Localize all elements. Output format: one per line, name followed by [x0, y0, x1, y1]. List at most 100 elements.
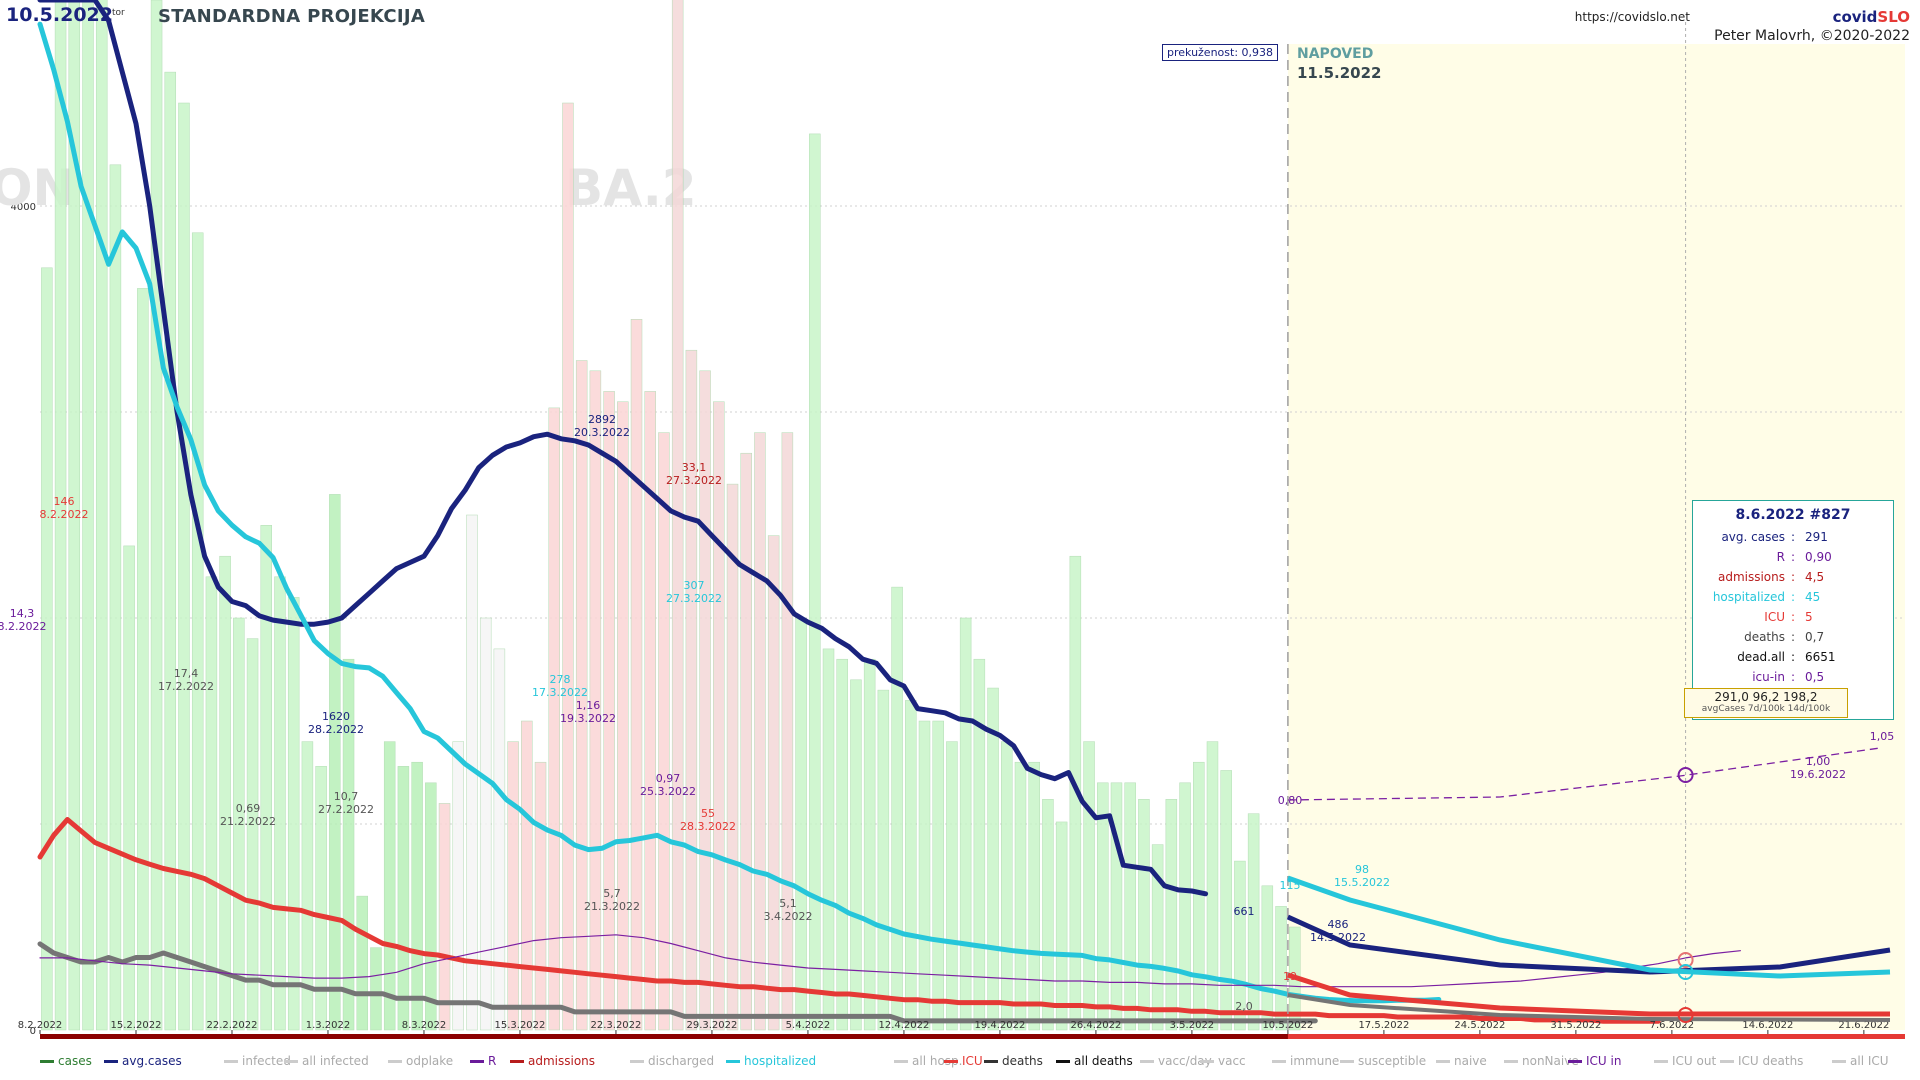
annotation-label: 55	[701, 807, 715, 820]
legend-item[interactable]: all infected	[284, 1054, 369, 1068]
cases-bar	[1179, 782, 1191, 1031]
legend-swatch	[1568, 1060, 1582, 1063]
legend-item[interactable]: admissions	[510, 1054, 595, 1068]
date-tape-forecast	[1287, 1034, 1905, 1039]
annotation-label: 307	[684, 579, 705, 592]
annotation-date: 17.2.2022	[158, 680, 214, 693]
legend-item[interactable]: all hosp.	[894, 1054, 962, 1068]
cases-bar	[918, 720, 931, 1031]
legend-label: susceptible	[1358, 1054, 1427, 1068]
annotation-date: 27.3.2022	[666, 592, 722, 605]
cases-bar	[397, 766, 410, 1031]
legend-label: ICU	[962, 1054, 983, 1068]
cases-bar	[1193, 761, 1205, 1031]
cases-bar	[1124, 782, 1136, 1031]
x-tick-label: 12.4.2022	[878, 1020, 929, 1031]
cases-bar	[589, 370, 602, 1031]
cases-bar	[123, 545, 135, 1031]
x-tick-label: 17.5.2022	[1358, 1020, 1409, 1031]
hospitalized-forecast-line	[1287, 875, 1891, 979]
annotation-label: 0,69	[236, 802, 261, 815]
series-line-alldeaths	[37, 941, 1318, 1024]
info-row-value: 0,90	[1805, 550, 1832, 564]
annotation-label: 486	[1328, 918, 1349, 931]
info-row-key: icu-in	[1752, 670, 1785, 684]
legend-item[interactable]: ICU out	[1654, 1054, 1716, 1068]
legend-label: cases	[58, 1054, 92, 1068]
cases-bar	[425, 782, 437, 1031]
cases-bar	[342, 658, 355, 1031]
legend-swatch	[470, 1060, 484, 1063]
legend-item[interactable]: nonNaive	[1504, 1054, 1579, 1068]
series-line-hospitalized	[37, 21, 1442, 1004]
legend-item[interactable]: hospitalized	[726, 1054, 816, 1068]
legend-item[interactable]: ICU in	[1568, 1054, 1621, 1068]
legend-item[interactable]: all ICU	[1832, 1054, 1889, 1068]
info-box-rows: avg. cases:291 R:0,90 admissions:4,5 hospit…	[1693, 527, 1893, 687]
annotation-date: 19.6.2022	[1790, 768, 1846, 781]
cases-bar	[1110, 782, 1123, 1031]
x-tick-label: 7.6.2022	[1650, 1020, 1695, 1031]
info-row-value: 45	[1805, 590, 1821, 604]
date-tape	[40, 1034, 1905, 1039]
cases-bar	[1001, 741, 1013, 1031]
cases-bar	[1083, 741, 1095, 1031]
info-row: dead.all:6651	[1693, 647, 1893, 667]
info-row-key: dead.all	[1737, 650, 1785, 664]
legend-swatch	[284, 1060, 298, 1063]
info-row-key: hospitalized	[1712, 590, 1785, 604]
source-link[interactable]: https://covidslo.net	[1574, 10, 1690, 24]
x-tick-label: 14.6.2022	[1742, 1020, 1793, 1031]
x-tick-label: 3.5.2022	[1170, 1020, 1215, 1031]
annotation-label: 0,97	[656, 772, 681, 785]
legend-item[interactable]: vacc	[1200, 1054, 1246, 1068]
legend-item[interactable]: naive	[1436, 1054, 1487, 1068]
legend-swatch	[894, 1060, 908, 1063]
cases-bar	[274, 576, 286, 1031]
legend-item[interactable]: ICU	[944, 1054, 983, 1068]
cases-bar	[41, 267, 53, 1031]
cases-bar	[205, 576, 218, 1031]
cases-bar	[685, 349, 698, 1031]
annotation-label: 5,1	[779, 897, 797, 910]
info-row-colon: :	[1791, 650, 1796, 664]
legend-item[interactable]: R	[470, 1054, 496, 1068]
author-credit: Peter Malovrh, ©2020-2022	[1714, 28, 1910, 44]
series-line-r	[39, 934, 1742, 988]
info-row: icu-in:0,5	[1693, 667, 1893, 687]
legend-swatch	[984, 1060, 998, 1063]
legend-item[interactable]: deaths	[984, 1054, 1043, 1068]
legend-item[interactable]: immune	[1272, 1054, 1339, 1068]
legend-item[interactable]: vacc/day	[1140, 1054, 1212, 1068]
legend-item[interactable]: ICU deaths	[1720, 1054, 1803, 1068]
legend-label: ICU in	[1586, 1054, 1622, 1068]
annotation-date: 3.4.2022	[764, 910, 813, 923]
r-forecast-line	[1287, 747, 1881, 801]
info-row: deaths:0,7	[1693, 627, 1893, 647]
cases-bar	[959, 617, 972, 1031]
cases-bar	[370, 947, 382, 1031]
cases-bar	[95, 0, 108, 1031]
x-tick-label: 26.4.2022	[1070, 1020, 1121, 1031]
cases-bar	[781, 432, 794, 1031]
legend-item[interactable]: cases	[40, 1054, 92, 1068]
cases-bar	[356, 895, 368, 1031]
annotation-label: 1,16	[576, 699, 601, 712]
legend-item[interactable]: infected	[224, 1054, 291, 1068]
legend-item[interactable]: discharged	[630, 1054, 714, 1068]
legend-label: vacc	[1218, 1054, 1246, 1068]
forecast-marker	[1677, 767, 1694, 783]
legend-item[interactable]: all deaths	[1056, 1054, 1133, 1068]
x-tick-label: 31.5.2022	[1550, 1020, 1601, 1031]
info-row: avg. cases:291	[1693, 527, 1893, 547]
legend-item[interactable]: susceptible	[1340, 1054, 1426, 1068]
cases-bar	[973, 658, 986, 1031]
legend-item[interactable]: avg.cases	[104, 1054, 182, 1068]
legend-label: hospitalized	[744, 1054, 817, 1068]
cases-bar	[630, 319, 643, 1031]
cases-bar	[164, 71, 177, 1031]
legend-item[interactable]: odplake	[388, 1054, 453, 1068]
cases-bar	[233, 617, 245, 1031]
cases-bar	[452, 741, 464, 1031]
cases-bar	[329, 494, 341, 1031]
